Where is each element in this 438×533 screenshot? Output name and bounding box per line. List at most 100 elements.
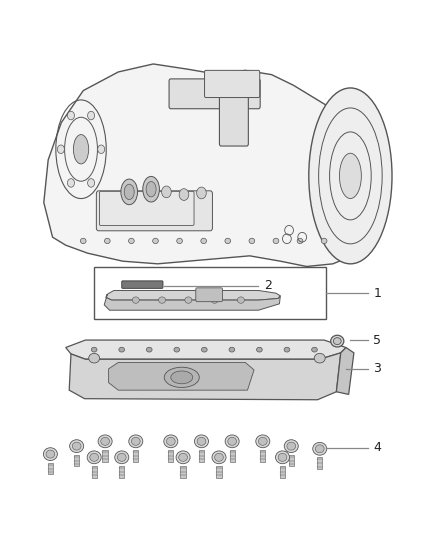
Ellipse shape (194, 435, 208, 448)
Ellipse shape (276, 451, 290, 464)
Ellipse shape (171, 371, 193, 384)
Ellipse shape (166, 437, 175, 446)
Ellipse shape (284, 348, 290, 352)
Ellipse shape (70, 440, 84, 453)
Ellipse shape (121, 179, 138, 205)
Ellipse shape (124, 184, 134, 199)
Ellipse shape (57, 145, 64, 154)
FancyBboxPatch shape (169, 79, 260, 109)
Ellipse shape (273, 238, 279, 244)
Text: 5: 5 (373, 334, 381, 346)
FancyBboxPatch shape (196, 288, 223, 302)
FancyBboxPatch shape (122, 281, 163, 288)
Ellipse shape (287, 442, 296, 450)
Ellipse shape (176, 451, 190, 464)
Bar (119, 466, 124, 478)
Ellipse shape (314, 353, 325, 363)
Ellipse shape (132, 297, 139, 303)
Ellipse shape (339, 154, 361, 199)
Ellipse shape (73, 134, 88, 164)
Ellipse shape (284, 440, 298, 453)
Bar (168, 450, 173, 462)
Text: 3: 3 (373, 362, 381, 375)
Ellipse shape (297, 238, 303, 244)
Ellipse shape (201, 348, 207, 352)
Ellipse shape (88, 353, 99, 363)
Ellipse shape (46, 450, 55, 458)
Ellipse shape (215, 453, 223, 462)
Ellipse shape (43, 448, 57, 461)
Ellipse shape (143, 176, 159, 202)
Text: 4: 4 (373, 441, 381, 454)
Text: 2: 2 (264, 279, 272, 292)
Polygon shape (66, 340, 346, 359)
FancyBboxPatch shape (219, 83, 248, 146)
Ellipse shape (212, 451, 226, 464)
Bar (317, 457, 322, 469)
Bar (133, 450, 138, 462)
Ellipse shape (129, 238, 134, 244)
Bar (260, 450, 265, 462)
Polygon shape (109, 362, 254, 390)
Ellipse shape (315, 445, 324, 453)
Ellipse shape (164, 367, 199, 387)
Ellipse shape (197, 187, 206, 199)
Ellipse shape (311, 348, 317, 352)
Ellipse shape (197, 437, 206, 446)
Text: 1: 1 (373, 287, 381, 300)
Ellipse shape (228, 437, 237, 446)
Bar (216, 466, 222, 478)
Ellipse shape (119, 348, 124, 352)
Ellipse shape (98, 145, 105, 154)
Ellipse shape (201, 238, 207, 244)
Ellipse shape (159, 297, 166, 303)
Ellipse shape (185, 297, 192, 303)
Ellipse shape (278, 453, 287, 462)
Ellipse shape (249, 238, 255, 244)
Ellipse shape (92, 348, 97, 352)
Ellipse shape (237, 297, 244, 303)
Ellipse shape (229, 348, 235, 352)
Ellipse shape (225, 238, 231, 244)
FancyBboxPatch shape (96, 191, 212, 231)
Ellipse shape (179, 189, 189, 200)
Polygon shape (104, 294, 280, 310)
Polygon shape (336, 348, 354, 394)
Ellipse shape (146, 348, 152, 352)
Ellipse shape (90, 453, 99, 462)
Ellipse shape (115, 451, 129, 464)
Ellipse shape (81, 238, 86, 244)
Ellipse shape (67, 111, 74, 120)
Bar (280, 466, 285, 478)
Ellipse shape (164, 435, 178, 448)
Ellipse shape (88, 111, 95, 120)
Bar (74, 455, 79, 466)
Ellipse shape (129, 435, 143, 448)
Ellipse shape (101, 437, 110, 446)
Bar (92, 466, 97, 478)
Ellipse shape (321, 238, 327, 244)
Polygon shape (44, 64, 385, 266)
Ellipse shape (72, 442, 81, 450)
Ellipse shape (152, 238, 159, 244)
Ellipse shape (258, 437, 267, 446)
Ellipse shape (162, 186, 171, 198)
Bar (180, 466, 186, 478)
Ellipse shape (87, 451, 101, 464)
Ellipse shape (309, 88, 392, 264)
Ellipse shape (67, 179, 74, 187)
FancyBboxPatch shape (99, 191, 194, 225)
Bar (48, 463, 53, 474)
Bar (230, 450, 235, 462)
Polygon shape (69, 353, 341, 400)
Ellipse shape (177, 238, 183, 244)
Ellipse shape (174, 348, 180, 352)
Ellipse shape (331, 335, 344, 347)
Ellipse shape (117, 453, 126, 462)
FancyBboxPatch shape (205, 70, 260, 98)
Ellipse shape (88, 179, 95, 187)
Ellipse shape (313, 442, 327, 455)
Bar (289, 455, 294, 466)
Polygon shape (106, 290, 280, 300)
Ellipse shape (333, 338, 341, 344)
